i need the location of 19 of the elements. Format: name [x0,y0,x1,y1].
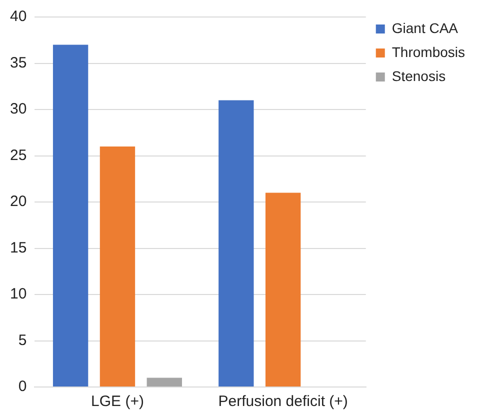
bar [218,100,254,386]
y-tick-label: 0 [18,378,27,396]
y-tick-label: 35 [10,54,27,72]
bar [146,378,182,386]
bar [100,146,136,386]
y-tick-label: 15 [10,239,27,256]
y-tick-label: 10 [10,286,27,303]
legend-label: Stenosis [392,68,446,84]
y-tick-label: 20 [10,193,27,210]
x-tick-label: Perfusion deficit (+) [218,393,348,410]
bar [265,192,301,386]
legend-label: Giant CAA [392,20,459,36]
y-tick-label: 40 [10,8,27,26]
y-tick-label: 25 [10,146,27,164]
y-tick-label: 5 [18,332,27,349]
x-tick-label: LGE (+) [91,393,144,410]
legend-label: Thrombosis [392,44,466,60]
y-tick-label: 30 [10,100,27,118]
bar [52,44,88,386]
